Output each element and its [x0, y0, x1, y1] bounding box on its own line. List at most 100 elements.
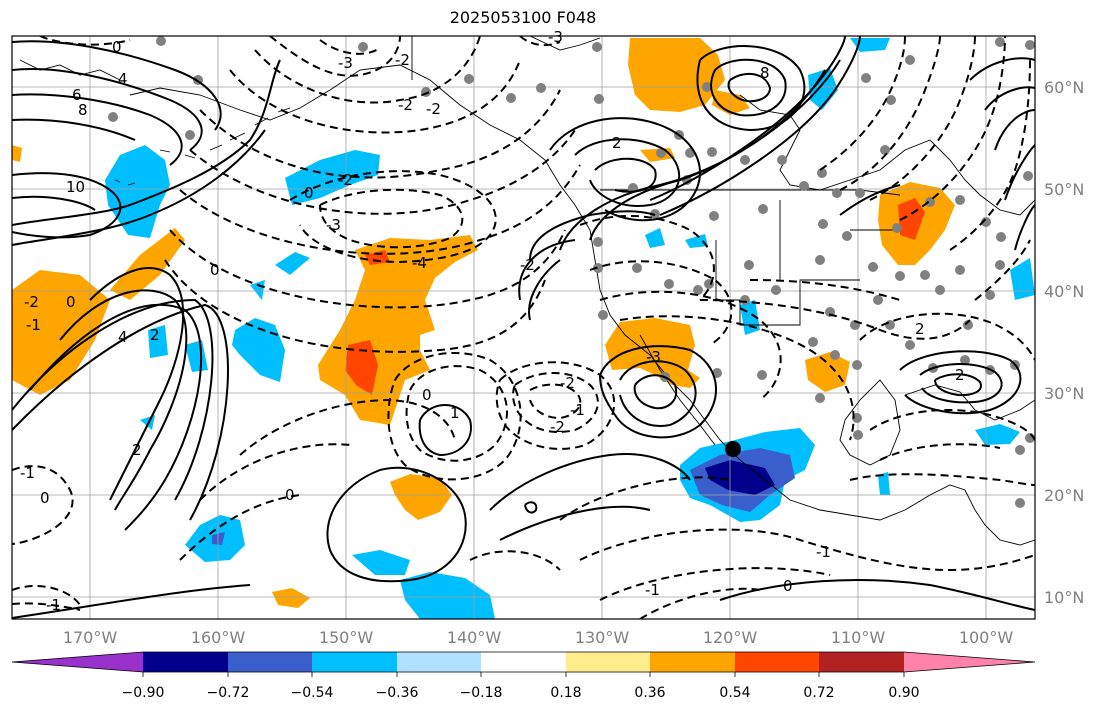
station-markers	[108, 36, 1035, 508]
colorbar-segment	[735, 652, 819, 672]
negative-anomaly-region	[1010, 258, 1035, 300]
contour-label: 0	[210, 261, 220, 279]
map-frame	[11, 35, 1036, 620]
contour-label: 6	[72, 86, 82, 104]
contour-label: -3	[326, 216, 341, 234]
contour-label: 0	[783, 577, 793, 595]
contour-label: -2	[426, 100, 441, 118]
contour-label: 2	[132, 441, 142, 459]
positive-anomaly-region	[345, 340, 378, 395]
positive-anomaly-region	[605, 318, 700, 388]
negative-anomaly-region	[705, 460, 775, 495]
lon-label: 160°W	[191, 628, 246, 647]
negative-anomaly-region	[212, 532, 225, 545]
lon-label: 120°W	[703, 628, 758, 647]
contour-label: -1	[645, 581, 660, 599]
colorbar-segment	[566, 652, 650, 672]
latitude-labels: 60°N 50°N 40°N 30°N 20°N 10°N	[1044, 78, 1084, 607]
contour-label: -2	[338, 171, 353, 189]
negative-anomaly-region	[250, 280, 265, 300]
colorbar-under-arrow	[12, 652, 143, 672]
contour-label: -2	[395, 51, 410, 69]
colorbar: −0.90 −0.72 −0.54 −0.36 −0.18 0.18 0.36 …	[11, 651, 1036, 701]
contour-label: 0	[422, 386, 432, 404]
contour-label: -3	[338, 54, 353, 72]
contour-label: 2	[955, 366, 965, 384]
contour-label: -1	[570, 401, 585, 419]
contour-label: 4	[118, 328, 128, 346]
contour-label: 0	[40, 489, 50, 507]
colorbar-tick-label: −0.36	[376, 685, 419, 701]
colorbar-tick-label: −0.90	[122, 685, 165, 701]
contour-label: 0	[66, 293, 76, 311]
colorbar-segment	[819, 652, 904, 672]
lat-label: 60°N	[1044, 78, 1084, 97]
contour-label: 2	[915, 320, 925, 338]
colorbar-segment	[481, 652, 566, 672]
lat-label: 50°N	[1044, 180, 1084, 199]
highlighted-station-marker	[725, 441, 741, 457]
lat-label: 10°N	[1044, 588, 1084, 607]
negative-anomaly-region	[645, 228, 665, 248]
negative-anomaly-region	[878, 472, 890, 495]
colorbar-tick-label: −0.18	[460, 685, 503, 701]
negative-anomaly-region	[185, 340, 208, 372]
lat-label: 40°N	[1044, 282, 1084, 301]
contour-label: -1	[46, 596, 61, 614]
contour-label: 10	[66, 178, 85, 196]
positive-anomaly-region	[628, 38, 725, 112]
map-plot-area	[12, 36, 1035, 619]
lon-label: 130°W	[575, 628, 630, 647]
map-title: 2025053100 F048	[449, 8, 597, 27]
contour-label: -1	[816, 543, 831, 561]
positive-anomaly-region	[390, 474, 452, 520]
negative-anomaly-region	[105, 145, 170, 238]
negative-anomaly-region	[400, 572, 495, 619]
negative-anomaly-region	[352, 550, 410, 575]
colorbar-tick-label: 0.36	[634, 685, 665, 701]
colorbar-over-arrow	[904, 652, 1035, 672]
colorbar-tick-label: 0.18	[550, 685, 581, 701]
lat-label: 30°N	[1044, 384, 1084, 403]
contour-label: -2	[550, 418, 565, 436]
lon-label: 100°W	[959, 628, 1014, 647]
contour-label: -2	[560, 374, 575, 392]
positive-anomaly-region	[12, 270, 110, 395]
islands	[114, 107, 291, 186]
contour-label: 2	[150, 326, 160, 344]
contour-label: 0	[112, 38, 122, 56]
contour-label: -4	[412, 254, 427, 272]
colorbar-segment	[312, 652, 397, 672]
contour-label: -3	[548, 28, 563, 46]
dashed-contours	[12, 36, 1035, 619]
positive-anomaly-region	[12, 145, 22, 162]
positive-anomaly-region	[365, 250, 390, 265]
positive-anomaly-region	[272, 588, 310, 608]
contour-label: -1	[26, 316, 41, 334]
contour-labels: 0 4 6 8 10 -3 -2 0 -3 -2 -4 -3 2 8 0 -2 …	[20, 28, 965, 614]
colorbar-tick-label: −0.72	[207, 685, 250, 701]
negative-anomaly-region	[740, 300, 760, 335]
colorbar-tick-label: 0.54	[719, 685, 750, 701]
colorbar-tick-label: −0.54	[291, 685, 334, 701]
contour-label: -2	[398, 96, 413, 114]
colorbar-segment	[397, 652, 481, 672]
colorbar-segment	[143, 652, 228, 672]
contour-label: -3	[646, 348, 661, 366]
contour-label: 1	[450, 404, 460, 422]
contour-label: 8	[760, 64, 770, 82]
positive-anomaly-region	[712, 90, 750, 115]
contour-label: 2	[612, 134, 622, 152]
negative-anomaly-region	[685, 234, 708, 248]
contour-label: 4	[118, 70, 128, 88]
lon-label: 110°W	[831, 628, 886, 647]
positive-anomaly-region	[805, 352, 850, 392]
contour-label: -1	[20, 464, 35, 482]
coastlines	[19, 36, 1035, 546]
contour-label: 0	[285, 486, 295, 504]
solid-contours	[12, 36, 1035, 619]
shaded-anomalies	[12, 38, 1035, 619]
contour-label: -2	[24, 293, 39, 311]
negative-anomaly-region	[285, 150, 380, 205]
